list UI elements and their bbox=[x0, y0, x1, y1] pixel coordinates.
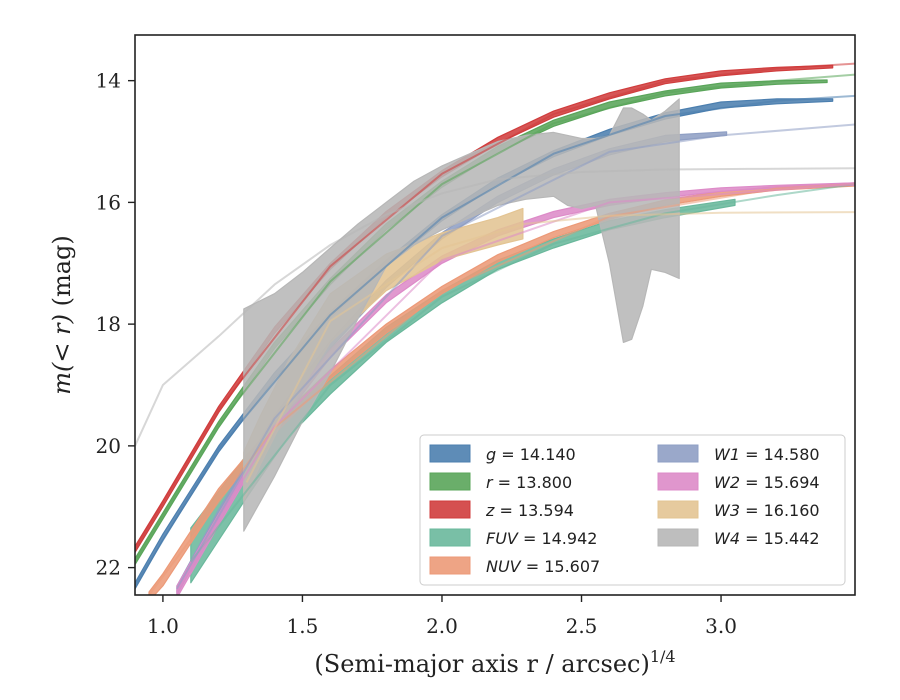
legend-swatch bbox=[429, 444, 471, 463]
legend-label: r = 13.800 bbox=[486, 473, 572, 492]
series-w2-model-line bbox=[176, 183, 855, 593]
legend: g = 14.140 r = 13.800 z = 13.594 FUV = 14.9… bbox=[419, 434, 846, 586]
legend-swatch bbox=[657, 528, 699, 547]
legend-label: z = 13.594 bbox=[485, 501, 574, 520]
x-tick-label: 3.0 bbox=[705, 614, 737, 638]
x-axis-title: (Semi-major axis r / arcsec)1/4 bbox=[314, 647, 675, 678]
legend-item-w4: W4 = 15.442 bbox=[657, 528, 820, 548]
legend-item-w3: W3 = 16.160 bbox=[657, 500, 820, 520]
series-w1-model-line bbox=[176, 123, 855, 590]
y-tick-label: 20 bbox=[96, 434, 121, 458]
legend-swatch bbox=[657, 472, 699, 491]
legend-swatch bbox=[429, 528, 471, 547]
extrapolation-layer bbox=[135, 62, 855, 595]
legend-item-w2: W2 = 15.694 bbox=[657, 472, 820, 492]
legend-item-z: z = 13.594 bbox=[429, 500, 574, 520]
legend-item-g: g = 14.140 bbox=[429, 444, 576, 464]
legend-swatch bbox=[657, 500, 699, 519]
series-w4-model-line bbox=[135, 167, 855, 447]
y-tick-label: 14 bbox=[96, 69, 121, 93]
legend-item-w1: W1 = 14.580 bbox=[657, 444, 820, 464]
legend-item-fuv: FUV = 14.942 bbox=[429, 528, 597, 548]
legend-label: NUV = 15.607 bbox=[486, 557, 600, 576]
series-fuv-model-line bbox=[190, 183, 855, 563]
legend-label: W3 = 16.160 bbox=[714, 501, 820, 520]
x-tick-label: 2.5 bbox=[566, 614, 598, 638]
legend-label: FUV = 14.942 bbox=[486, 529, 597, 548]
y-axis: 14 16 18 20 22 bbox=[96, 69, 135, 580]
legend-item-nuv: NUV = 15.607 bbox=[429, 556, 600, 576]
legend-label: g = 14.140 bbox=[486, 445, 576, 464]
x-tick-label: 1.0 bbox=[147, 614, 179, 638]
legend-label: W2 = 15.694 bbox=[714, 473, 820, 492]
legend-item-r: r = 13.800 bbox=[429, 472, 572, 492]
y-tick-label: 18 bbox=[96, 312, 121, 336]
legend-label: W1 = 14.580 bbox=[714, 445, 820, 464]
x-axis: 1.0 1.5 2.0 2.5 3.0 bbox=[147, 595, 737, 638]
legend-label: W4 = 15.442 bbox=[714, 529, 820, 548]
legend-swatch bbox=[429, 472, 471, 491]
x-tick-label: 2.0 bbox=[426, 614, 458, 638]
plot-frame bbox=[134, 34, 856, 596]
legend-box bbox=[419, 434, 846, 586]
series-g-model-line bbox=[135, 94, 855, 587]
y-tick-label: 16 bbox=[96, 190, 121, 214]
y-tick-label: 22 bbox=[96, 556, 121, 580]
legend-swatch bbox=[429, 556, 471, 575]
y-axis-title: m(< r) (mag) bbox=[48, 235, 76, 395]
x-tick-label: 1.5 bbox=[287, 614, 319, 638]
legend-swatch bbox=[657, 444, 699, 463]
series-z-model-line bbox=[135, 62, 855, 550]
series-r-model-line bbox=[135, 73, 855, 563]
series-w3-model-line bbox=[245, 211, 855, 483]
legend-swatch bbox=[429, 500, 471, 519]
